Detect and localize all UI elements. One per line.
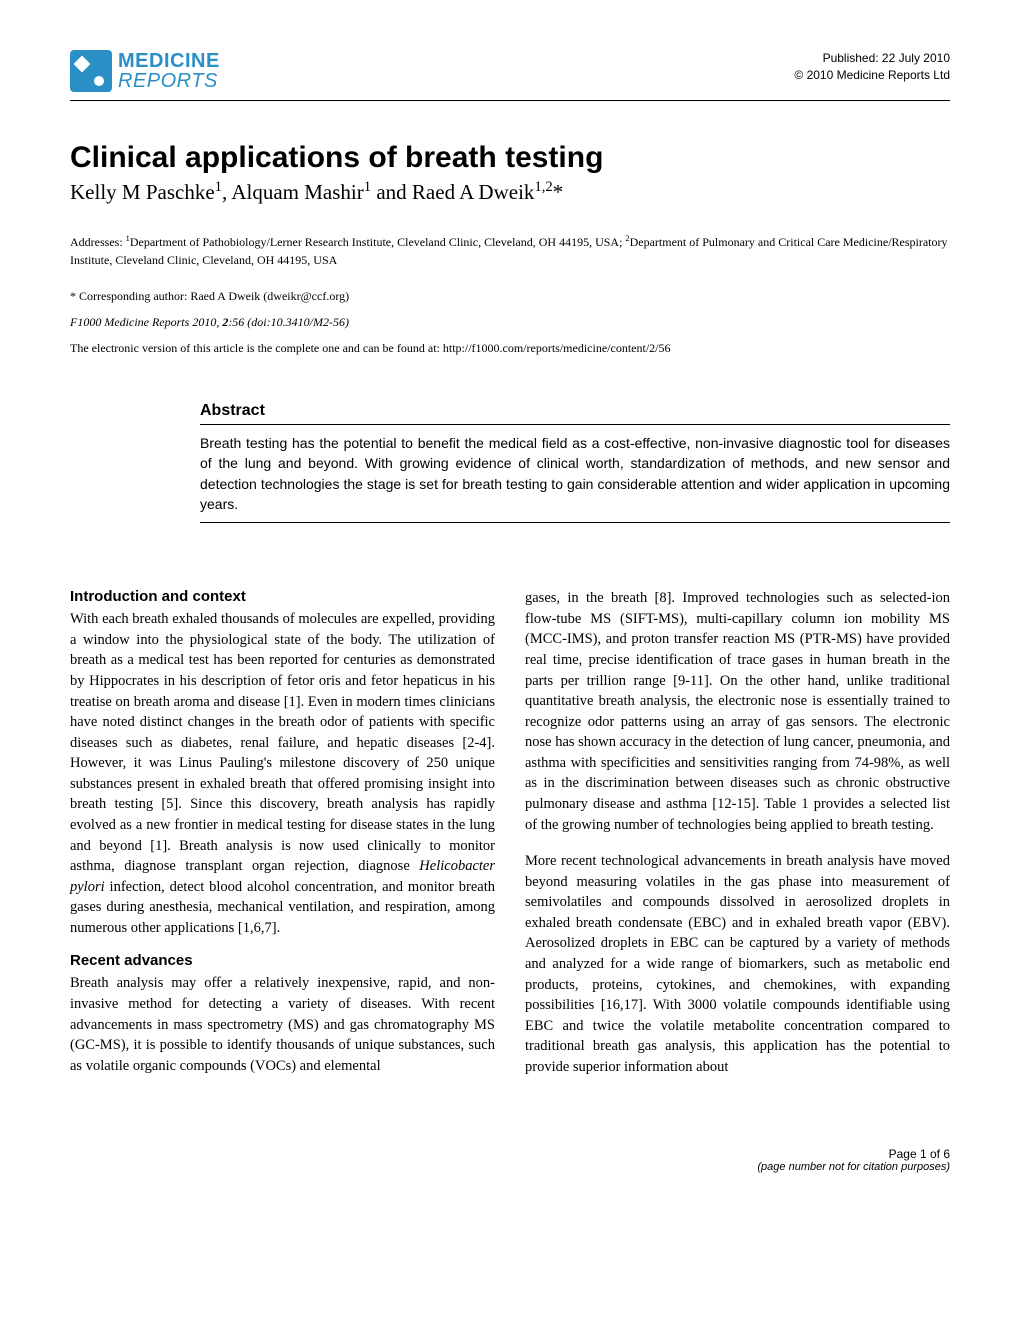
published-date: Published: 22 July 2010 bbox=[794, 50, 950, 67]
page-container: MEDICINE REPORTS Published: 22 July 2010… bbox=[0, 0, 1020, 1223]
publication-info: Published: 22 July 2010 © 2010 Medicine … bbox=[794, 50, 950, 84]
header-rule bbox=[70, 100, 950, 101]
advances-heading: Recent advances bbox=[70, 952, 495, 969]
copyright: © 2010 Medicine Reports Ltd bbox=[794, 67, 950, 84]
right-para2: More recent technological advancements i… bbox=[525, 851, 950, 1077]
abstract-text: Breath testing has the potential to bene… bbox=[200, 433, 950, 514]
left-column: Introduction and context With each breat… bbox=[70, 588, 495, 1077]
addresses: Addresses: 1Department of Pathobiology/L… bbox=[70, 233, 950, 269]
right-para1: gases, in the breath [8]. Improved techn… bbox=[525, 588, 950, 835]
authors: Kelly M Paschke1, Alquam Mashir1 and Rae… bbox=[70, 179, 950, 205]
abstract-heading: Abstract bbox=[200, 402, 950, 420]
abstract-rule-top bbox=[200, 424, 950, 425]
page-footer: Page 1 of 6 (page number not for citatio… bbox=[70, 1147, 950, 1173]
intro-heading: Introduction and context bbox=[70, 588, 495, 605]
intro-paragraph: With each breath exhaled thousands of mo… bbox=[70, 609, 495, 938]
header-row: MEDICINE REPORTS Published: 22 July 2010… bbox=[70, 50, 950, 92]
article-title: Clinical applications of breath testing bbox=[70, 141, 950, 175]
electronic-version: The electronic version of this article i… bbox=[70, 339, 950, 357]
page-number: Page 1 of 6 bbox=[70, 1147, 950, 1161]
logo-text: MEDICINE REPORTS bbox=[118, 51, 220, 91]
right-column: gases, in the breath [8]. Improved techn… bbox=[525, 588, 950, 1077]
abstract-rule-bottom bbox=[200, 522, 950, 523]
body-columns: Introduction and context With each breat… bbox=[70, 588, 950, 1077]
journal-logo: MEDICINE REPORTS bbox=[70, 50, 220, 92]
logo-line2: REPORTS bbox=[118, 71, 220, 91]
footer-note: (page number not for citation purposes) bbox=[70, 1161, 950, 1173]
citation: F1000 Medicine Reports 2010, 2:56 (doi:1… bbox=[70, 313, 950, 331]
logo-icon bbox=[70, 50, 112, 92]
corresponding-author: * Corresponding author: Raed A Dweik (dw… bbox=[70, 287, 950, 305]
advances-paragraph: Breath analysis may offer a relatively i… bbox=[70, 973, 495, 1076]
abstract-section: Abstract Breath testing has the potentia… bbox=[200, 402, 950, 523]
logo-line1: MEDICINE bbox=[118, 51, 220, 71]
